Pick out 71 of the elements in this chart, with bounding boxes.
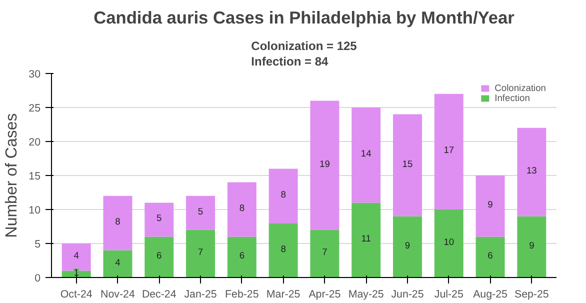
data-label: 6	[156, 250, 162, 261]
bar	[103, 196, 132, 250]
data-label: 4	[115, 257, 120, 268]
x-tick-label: Mar-25	[266, 288, 300, 300]
data-label: 10	[444, 237, 454, 247]
x-tick-label: Oct-24	[60, 288, 92, 300]
x-tick-label: Jun-25	[391, 288, 424, 300]
bar	[352, 108, 381, 203]
x-tick-label: Nov-24	[100, 288, 135, 300]
data-label: 14	[360, 148, 372, 159]
bar	[434, 94, 464, 210]
bar	[186, 196, 216, 230]
data-label: 7	[198, 247, 204, 258]
data-label: 11	[361, 234, 371, 244]
data-label: 6	[239, 250, 245, 261]
data-label: 17	[444, 145, 454, 156]
bar	[268, 168, 298, 224]
bar	[310, 100, 340, 230]
chart-subtitle: Colonization = 125 Infection = 84	[251, 39, 358, 68]
bar	[517, 128, 546, 216]
bar	[352, 202, 381, 278]
data-label: 13	[526, 166, 537, 176]
x-tick-label: Dec-24	[142, 288, 176, 300]
x-tick-label: Sep-25	[514, 288, 549, 300]
data-label: 7	[322, 247, 328, 258]
data-label: 9	[404, 240, 410, 250]
y-tick-label: 20	[28, 136, 41, 148]
data-label: 9	[529, 240, 534, 250]
y-tick-label: 25	[28, 102, 41, 114]
x-tick-label: Jan-25	[184, 288, 217, 300]
x-tick-label: Apr-25	[308, 288, 341, 300]
bar	[392, 216, 422, 278]
y-axis-title: Number of Cases	[4, 113, 21, 238]
bar	[144, 236, 174, 278]
chart-title: Candida auris Cases in Philadelphia by Month/Year	[94, 8, 515, 28]
bar	[392, 114, 422, 216]
y-tick-label: 0	[34, 272, 41, 284]
data-label: 9	[488, 200, 493, 210]
data-label: 15	[402, 158, 413, 169]
y-tick-label: 10	[28, 204, 41, 216]
bar	[476, 176, 505, 237]
bar	[476, 236, 505, 278]
data-label: 8	[115, 216, 120, 227]
bar	[144, 202, 174, 237]
bar	[310, 230, 340, 278]
data-label: 5	[198, 206, 204, 216]
x-tick-label: Feb-25	[225, 288, 259, 300]
x-tick-label: May-25	[348, 288, 384, 300]
data-label: 6	[488, 250, 493, 261]
x-tick-label: Jul-25	[434, 288, 464, 300]
y-tick-label: 5	[34, 238, 41, 250]
bar	[227, 182, 256, 237]
data-label: 4	[74, 250, 79, 261]
legend-label: Infection	[494, 93, 530, 103]
data-label: 5	[156, 213, 162, 224]
data-label: 1	[74, 268, 79, 278]
bar	[103, 250, 132, 278]
bar	[268, 223, 298, 278]
bar	[517, 216, 546, 278]
bar	[186, 230, 216, 278]
data-label: 8	[280, 244, 286, 254]
bar	[434, 210, 464, 278]
legend-label: Colonization	[494, 83, 546, 93]
y-tick-label: 15	[28, 170, 41, 182]
data-label: 8	[280, 189, 286, 200]
data-label: 19	[320, 158, 330, 169]
bar	[62, 244, 91, 271]
data-label: 8	[239, 203, 245, 213]
x-tick-label: Aug-25	[473, 288, 508, 300]
y-tick-label: 30	[28, 68, 41, 80]
bar	[227, 236, 256, 278]
